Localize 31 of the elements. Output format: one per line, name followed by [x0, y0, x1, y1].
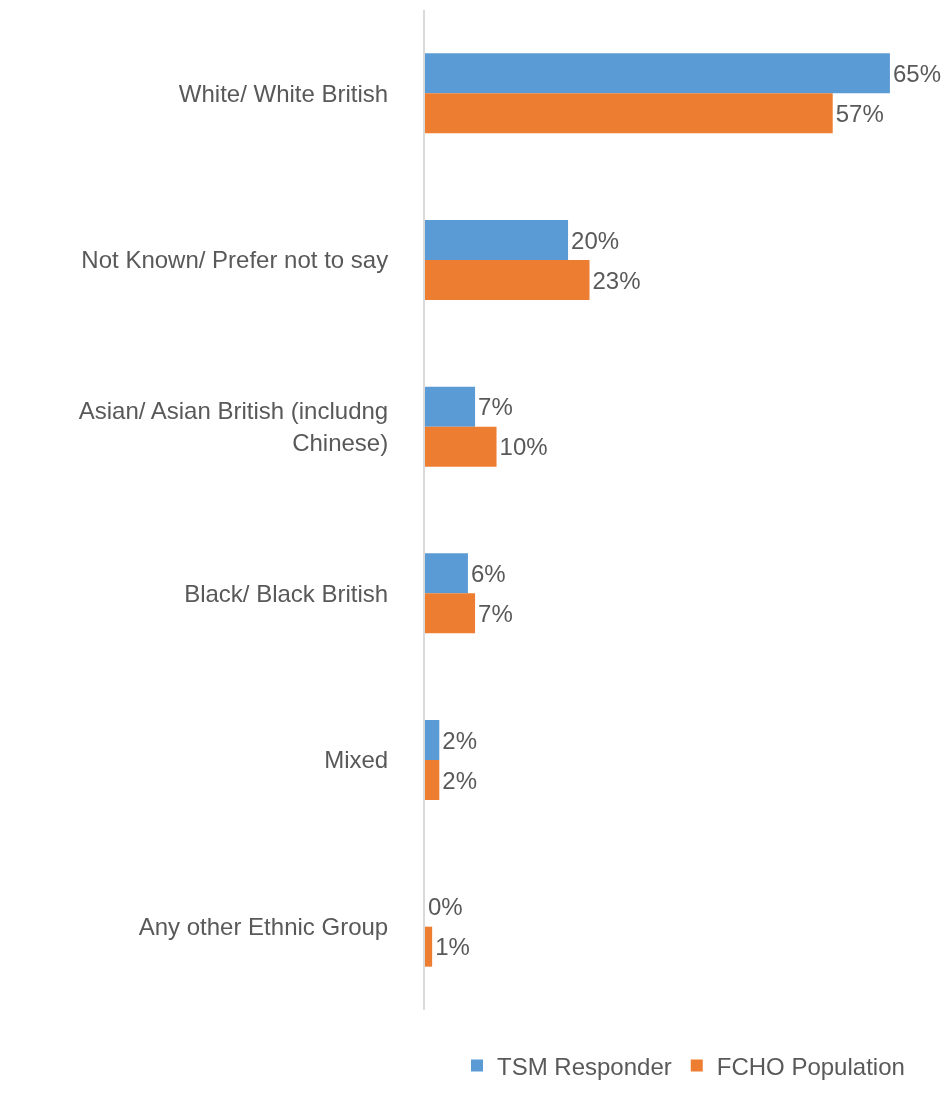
- data-label: 7%: [478, 599, 513, 627]
- data-label: 20%: [571, 226, 620, 254]
- data-label: 0%: [428, 893, 463, 921]
- data-label: 2%: [442, 766, 477, 794]
- bar: [425, 386, 476, 427]
- data-label: 1%: [435, 933, 470, 961]
- bar: [425, 553, 468, 594]
- y-tick-label: Any other Ethnic Group: [138, 913, 389, 941]
- data-label: 65%: [892, 59, 941, 87]
- bar: [425, 593, 476, 634]
- y-tick-label: Mixed: [324, 746, 389, 774]
- data-label: 7%: [478, 393, 513, 421]
- legend-label: FCHO Population: [716, 1052, 905, 1080]
- bar: [425, 426, 497, 467]
- bar: [425, 53, 890, 94]
- data-label: 2%: [442, 726, 477, 754]
- bar: [425, 720, 440, 760]
- bar: [425, 260, 590, 300]
- data-label: 57%: [835, 99, 884, 127]
- bar: [425, 760, 440, 800]
- legend-label: TSM Responder: [497, 1052, 672, 1080]
- data-label: 23%: [592, 266, 641, 294]
- y-tick-label: Not Known/ Prefer not to say: [81, 246, 389, 274]
- data-label: 10%: [499, 433, 548, 461]
- y-tick-label: Asian/ Asian British (includng Chinese): [78, 397, 389, 456]
- bar: [425, 926, 433, 967]
- bar: [425, 93, 833, 134]
- y-tick-label: White/ White British: [178, 79, 389, 107]
- bar: [425, 220, 569, 260]
- y-tick-label: Black/ Black British: [184, 579, 389, 607]
- data-label: 6%: [470, 559, 506, 587]
